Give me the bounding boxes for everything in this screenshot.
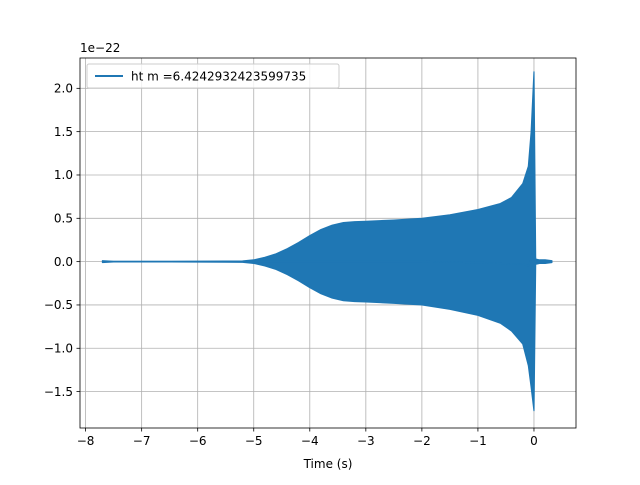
- y-tick-label: −1.0: [44, 341, 73, 355]
- x-tick-label: −4: [301, 434, 319, 448]
- y-offset-text: 1e−22: [80, 41, 120, 55]
- legend-label: ht m =6.4242932423599735: [131, 70, 306, 84]
- waveform-envelope: [101, 71, 553, 412]
- x-tick-label: −7: [133, 434, 151, 448]
- legend: ht m =6.4242932423599735: [86, 63, 340, 89]
- x-tick-label: −6: [189, 434, 207, 448]
- x-tick-label: −1: [469, 434, 487, 448]
- y-tick-label: 1.5: [54, 125, 73, 139]
- y-axis: −1.5 −1.0 −0.5 0.0 0.5 1.0 1.5 2.0: [44, 82, 80, 399]
- x-axis: −8 −7 −6 −5 −4 −3 −2 −1 0: [77, 428, 538, 448]
- x-tick-label: −5: [245, 434, 263, 448]
- y-tick-label: −0.5: [44, 298, 73, 312]
- plot-data: [101, 71, 553, 412]
- y-tick-label: 0.5: [54, 212, 73, 226]
- x-tick-label: −8: [77, 434, 95, 448]
- y-tick-label: 2.0: [54, 82, 73, 96]
- x-tick-label: −2: [413, 434, 431, 448]
- y-tick-label: 0.0: [54, 255, 73, 269]
- x-axis-label: Time (s): [303, 457, 353, 471]
- x-tick-label: −3: [357, 434, 375, 448]
- x-tick-label: 0: [530, 434, 538, 448]
- y-tick-label: −1.5: [44, 385, 73, 399]
- waveform-line: [102, 241, 552, 267]
- y-tick-label: 1.0: [54, 168, 73, 182]
- legend-box: [86, 63, 340, 89]
- axes-frame: [79, 57, 577, 429]
